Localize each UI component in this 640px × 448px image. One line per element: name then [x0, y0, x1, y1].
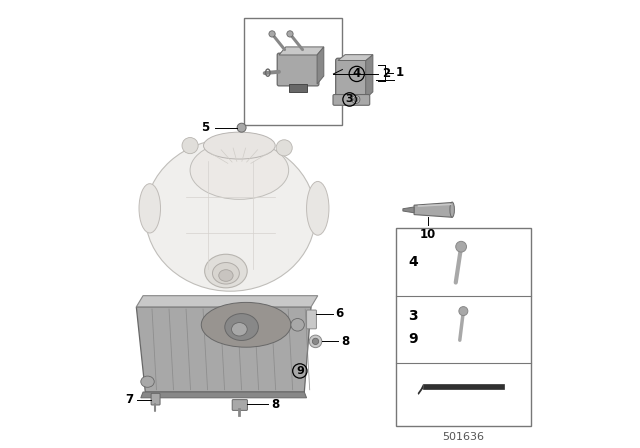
Text: 6: 6	[336, 307, 344, 320]
Text: 9: 9	[296, 366, 304, 376]
Text: 8: 8	[342, 335, 349, 348]
FancyBboxPatch shape	[151, 393, 160, 405]
Polygon shape	[414, 202, 452, 217]
Ellipse shape	[212, 263, 239, 284]
Circle shape	[309, 335, 322, 348]
Circle shape	[352, 95, 360, 103]
Text: 2: 2	[382, 67, 390, 81]
Text: 3: 3	[408, 310, 418, 323]
Bar	[289, 84, 307, 92]
Polygon shape	[423, 384, 504, 389]
Text: 9: 9	[408, 332, 418, 346]
Polygon shape	[136, 307, 311, 392]
Text: 1: 1	[396, 66, 403, 79]
Text: 4: 4	[408, 255, 418, 269]
Ellipse shape	[232, 323, 247, 336]
Polygon shape	[279, 47, 324, 55]
Text: 3: 3	[346, 95, 353, 104]
FancyBboxPatch shape	[307, 310, 316, 329]
Ellipse shape	[205, 254, 247, 288]
Polygon shape	[338, 55, 373, 60]
Ellipse shape	[225, 314, 259, 340]
Circle shape	[456, 241, 467, 252]
Polygon shape	[141, 392, 307, 398]
Bar	[396, 228, 531, 426]
Text: 501636: 501636	[442, 432, 484, 442]
Ellipse shape	[190, 141, 289, 199]
Ellipse shape	[145, 139, 316, 291]
Polygon shape	[403, 207, 414, 213]
Circle shape	[312, 338, 319, 345]
Circle shape	[237, 123, 246, 132]
Ellipse shape	[291, 319, 305, 331]
Polygon shape	[365, 55, 373, 99]
Ellipse shape	[204, 132, 275, 159]
Ellipse shape	[307, 181, 329, 235]
Ellipse shape	[202, 302, 291, 347]
Text: 5: 5	[201, 121, 209, 134]
Text: 4: 4	[353, 67, 361, 81]
FancyBboxPatch shape	[333, 95, 370, 105]
FancyBboxPatch shape	[277, 53, 319, 86]
Circle shape	[182, 138, 198, 154]
Circle shape	[269, 31, 275, 37]
Polygon shape	[418, 384, 423, 395]
Circle shape	[353, 97, 358, 102]
Polygon shape	[136, 296, 317, 307]
Bar	[244, 18, 342, 125]
Text: 8: 8	[271, 397, 280, 411]
FancyBboxPatch shape	[335, 58, 368, 101]
Circle shape	[459, 306, 468, 315]
FancyBboxPatch shape	[232, 400, 248, 410]
Text: 10: 10	[419, 228, 436, 241]
Circle shape	[287, 31, 293, 37]
Ellipse shape	[139, 184, 161, 233]
Ellipse shape	[219, 270, 233, 281]
Ellipse shape	[141, 376, 154, 387]
Ellipse shape	[450, 202, 454, 217]
Circle shape	[276, 140, 292, 156]
Text: 7: 7	[125, 393, 134, 406]
Polygon shape	[317, 47, 324, 84]
